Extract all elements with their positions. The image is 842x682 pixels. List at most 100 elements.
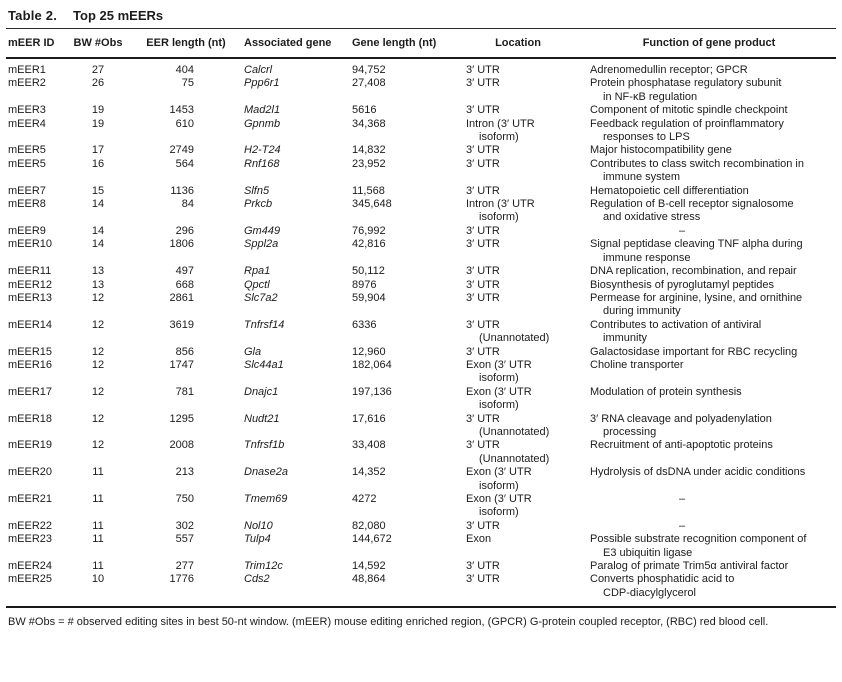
cell-location: 3′ UTR — [454, 77, 582, 90]
cell-function-line: during immunity — [603, 305, 681, 318]
table-row: mEER13 12 2861 Slc7a2 59,904 3′ UTR Permease f… — [6, 292, 836, 319]
cell-location: 3′ UTR (Unannotated) — [454, 413, 582, 440]
cell-gene-length: 14,592 — [352, 560, 386, 573]
table-row: mEER24 11 277 Trim12c 14,592 3′ UTR Paralog of… — [6, 560, 836, 573]
cell-function: Permease for arginine, lysine, and ornit… — [582, 292, 836, 319]
table-row: mEER2 26 75 Ppp6r1 27,408 3′ UTR Protein phosp… — [6, 77, 836, 104]
cell-location-line: Exon (3′ UTR — [466, 466, 532, 479]
cell-bw-obs: 19 — [91, 104, 105, 117]
cell-associated-gene: H2-T24 — [244, 144, 281, 157]
cell-location-line: 3′ UTR — [466, 412, 500, 425]
cell-associated-gene: Gm449 — [244, 224, 281, 237]
cell-location-line: isoform) — [479, 211, 519, 224]
cell-eer-length: 213 — [175, 466, 194, 479]
cell-function-line: CDP-diacylglycerol — [603, 586, 696, 599]
cell-function-line: – — [678, 224, 686, 237]
cell-function-line: Hydrolysis of dsDNA under acidic conditi… — [590, 466, 806, 479]
cell-location: 3′ UTR — [454, 225, 582, 238]
table-row: mEER23 11 557 Tulp4 144,672 Exon Possible subs… — [6, 533, 836, 560]
cell-bw-obs: 11 — [92, 519, 104, 532]
cell-function-line: – — [678, 519, 686, 532]
column-header-location: Location — [495, 37, 541, 49]
cell-location-line: 3′ UTR — [466, 345, 500, 358]
cell-eer-length: 75 — [181, 77, 194, 90]
cell-gene-length: 14,352 — [352, 466, 386, 479]
cell-gene-length: 34,368 — [352, 117, 386, 130]
cell-function: – — [582, 493, 836, 506]
cell-location-line: 3′ UTR — [466, 318, 500, 331]
table-row: mEER21 11 750 Tmem69 4272 Exon (3′ UTR isoform… — [6, 493, 836, 520]
cell-eer-length: 84 — [181, 198, 194, 211]
cell-meer-id: mEER5 — [8, 157, 46, 170]
cell-associated-gene: Mad2l1 — [244, 104, 281, 117]
table-row: mEER4 19 610 Gpnmb 34,368 Intron (3′ UTR isofo… — [6, 118, 836, 145]
cell-gene-length: 4272 — [352, 493, 377, 505]
cell-bw-obs: 12 — [91, 439, 105, 452]
cell-location: 3′ UTR — [454, 238, 582, 251]
cell-function-line: Recruitment of anti-apoptotic proteins — [590, 439, 773, 452]
cell-bw-obs: 11 — [92, 533, 104, 546]
cell-location-line: Exon — [466, 533, 492, 546]
cell-function-line: Protein phosphatase regulatory subunit — [590, 77, 782, 90]
cell-location-line: isoform) — [479, 506, 519, 519]
cell-function: Choline transporter — [582, 359, 836, 372]
table-row: mEER1 27 404 Calcrl 94,752 3′ UTR Adrenomedull… — [6, 64, 836, 77]
cell-associated-gene: Nol10 — [244, 519, 273, 532]
cell-function-line: 3′ RNA cleavage and polyadenylation — [590, 412, 772, 425]
cell-associated-gene: Sppl2a — [244, 238, 279, 251]
cell-gene-length: 197,136 — [352, 385, 392, 398]
cell-location: Exon (3′ UTR isoform) — [454, 466, 582, 493]
cell-meer-id: mEER23 — [8, 533, 53, 546]
table-footnote: BW #Obs = # observed editing sites in be… — [8, 616, 769, 629]
column-header-function: Function of gene product — [642, 37, 776, 49]
cell-associated-gene: Nudt21 — [244, 412, 280, 425]
header-rule — [6, 57, 836, 59]
cell-eer-length: 1136 — [170, 184, 194, 197]
cell-function-line: immune response — [603, 251, 691, 264]
table-row: mEER14 12 3619 Tnfrsf14 6336 3′ UTR (Unannotat… — [6, 319, 836, 346]
cell-associated-gene: Slc44a1 — [244, 358, 284, 371]
cell-eer-length: 2008 — [169, 439, 194, 452]
cell-associated-gene: Rpa1 — [244, 265, 271, 278]
cell-location-line: (Unannotated) — [479, 332, 550, 345]
cell-function-line: in NF-κB regulation — [603, 90, 698, 103]
cell-function-line: Contributes to class switch recombinatio… — [590, 157, 804, 170]
cell-meer-id: mEER9 — [8, 224, 46, 237]
cell-function: – — [582, 520, 836, 533]
cell-gene-length: 82,080 — [352, 519, 386, 532]
cell-bw-obs: 11 — [92, 560, 104, 573]
cell-bw-obs: 12 — [91, 385, 105, 398]
cell-function-line: DNA replication, recombination, and repa… — [590, 265, 797, 278]
cell-function-line: Contributes to activation of antiviral — [590, 318, 762, 331]
cell-meer-id: mEER15 — [8, 345, 53, 358]
cell-location: Intron (3′ UTR isoform) — [454, 198, 582, 225]
table-row: mEER8 14 84 Prkcb 345,648 Intron (3′ UTR isofo… — [6, 198, 836, 225]
cell-location: Exon — [454, 533, 582, 546]
cell-bw-obs: 10 — [91, 573, 105, 586]
cell-eer-length: 781 — [175, 385, 194, 398]
cell-gene-length: 33,408 — [352, 439, 386, 452]
cell-function: Hematopoietic cell differentiation — [582, 185, 836, 198]
cell-location-line: 3′ UTR — [466, 77, 500, 90]
cell-location-line: Exon (3′ UTR — [466, 493, 532, 505]
table-header-row: mEER ID BW #Obs EER length (nt) Associat… — [6, 29, 836, 57]
title-rule — [6, 28, 836, 29]
cell-gene-length: 94,752 — [352, 64, 386, 76]
cell-gene-length: 23,952 — [352, 157, 386, 170]
cell-gene-length: 48,864 — [352, 573, 386, 586]
cell-function-line: Signal peptidase cleaving TNF alpha duri… — [590, 238, 803, 251]
cell-function-line: E3 ubiquitin ligase — [603, 546, 693, 559]
cell-meer-id: mEER24 — [8, 560, 53, 573]
cell-function: Protein phosphatase regulatory subunit in… — [582, 77, 836, 104]
cell-function: Paralog of primate Trim5α antiviral fact… — [582, 560, 836, 573]
cell-location: 3′ UTR — [454, 520, 582, 533]
cell-function-line: Modulation of protein synthesis — [590, 385, 742, 398]
cell-bw-obs: 11 — [92, 493, 104, 505]
cell-function-line: immune system — [603, 171, 681, 184]
cell-location: 3′ UTR — [454, 279, 582, 292]
cell-eer-length: 610 — [175, 117, 194, 130]
cell-meer-id: mEER16 — [8, 358, 53, 371]
cell-eer-length: 497 — [175, 265, 194, 278]
cell-meer-id: mEER11 — [8, 265, 52, 278]
cell-location-line: (Unannotated) — [479, 452, 550, 465]
